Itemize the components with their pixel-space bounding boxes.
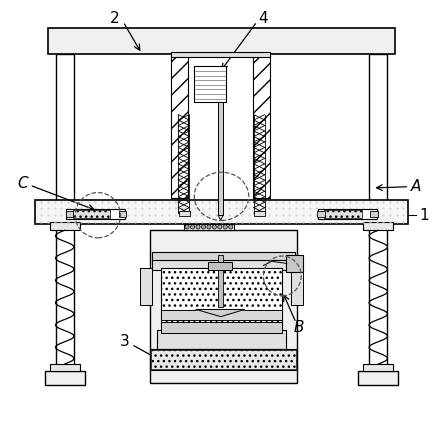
Circle shape bbox=[212, 225, 217, 229]
Bar bbox=[208, 262, 233, 270]
Bar bbox=[66, 209, 125, 219]
Text: B: B bbox=[294, 320, 304, 335]
Bar bbox=[50, 364, 80, 371]
Bar bbox=[179, 211, 190, 216]
Bar bbox=[194, 66, 225, 102]
Bar bbox=[56, 54, 74, 215]
Bar bbox=[119, 211, 126, 217]
Bar bbox=[140, 268, 152, 306]
Text: A: A bbox=[410, 179, 421, 194]
Bar bbox=[56, 224, 74, 372]
Text: 3: 3 bbox=[120, 334, 130, 349]
Text: 2: 2 bbox=[110, 11, 120, 27]
Bar bbox=[218, 255, 223, 307]
Bar bbox=[358, 371, 398, 385]
Circle shape bbox=[190, 225, 194, 229]
Bar bbox=[161, 268, 282, 333]
Bar bbox=[47, 28, 396, 54]
Circle shape bbox=[218, 225, 222, 229]
Bar bbox=[317, 211, 325, 217]
Text: 1: 1 bbox=[420, 208, 429, 223]
Circle shape bbox=[202, 225, 206, 229]
Bar bbox=[363, 364, 393, 371]
Text: C: C bbox=[17, 176, 27, 191]
Bar bbox=[161, 309, 282, 320]
Bar bbox=[161, 322, 282, 333]
Bar bbox=[73, 210, 110, 218]
Bar bbox=[369, 54, 387, 215]
Bar bbox=[171, 52, 270, 57]
Bar bbox=[152, 350, 295, 369]
Bar bbox=[45, 371, 85, 385]
Bar bbox=[171, 54, 188, 198]
Bar bbox=[184, 224, 234, 230]
Bar bbox=[253, 54, 270, 198]
Circle shape bbox=[207, 225, 211, 229]
Bar bbox=[150, 349, 297, 370]
Circle shape bbox=[229, 225, 233, 229]
Bar bbox=[35, 200, 408, 225]
Bar bbox=[324, 210, 362, 218]
Bar bbox=[318, 209, 377, 219]
Text: 4: 4 bbox=[259, 11, 268, 27]
Bar bbox=[363, 222, 393, 230]
Circle shape bbox=[196, 225, 200, 229]
Bar bbox=[152, 252, 295, 261]
Bar bbox=[370, 211, 378, 217]
Bar bbox=[156, 330, 287, 349]
Bar bbox=[291, 268, 303, 306]
Bar bbox=[369, 224, 387, 372]
Bar bbox=[287, 255, 303, 272]
Bar bbox=[254, 211, 265, 216]
Bar bbox=[150, 230, 297, 383]
Circle shape bbox=[185, 225, 189, 229]
Circle shape bbox=[223, 225, 227, 229]
Polygon shape bbox=[196, 309, 245, 316]
Bar bbox=[66, 211, 73, 217]
Bar bbox=[50, 222, 80, 230]
Bar bbox=[218, 102, 223, 215]
Bar bbox=[152, 260, 295, 270]
